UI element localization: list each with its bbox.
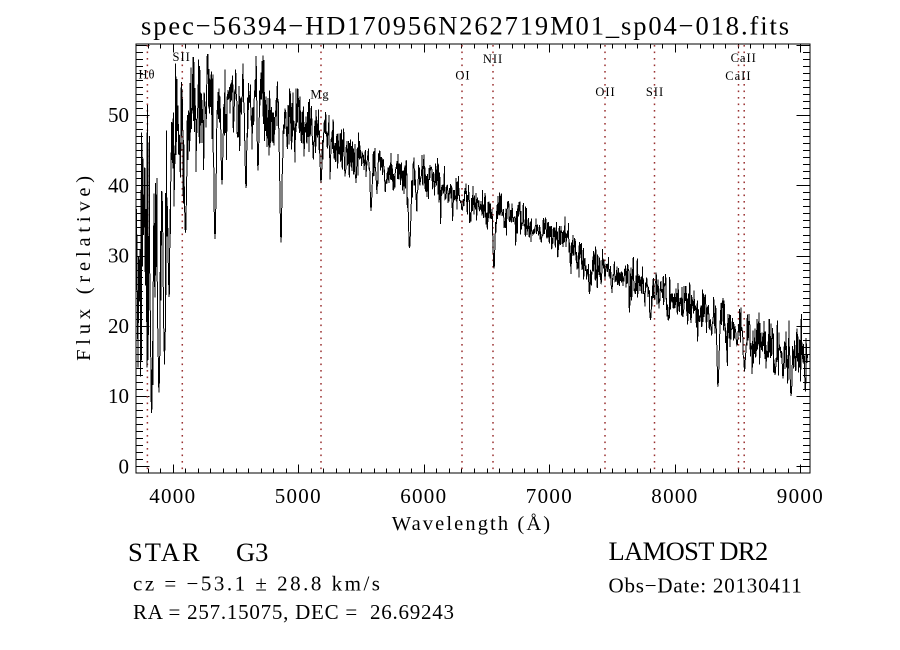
- svg-text:50: 50: [108, 103, 129, 127]
- svg-text:Obs−Date: 20130411: Obs−Date: 20130411: [609, 574, 803, 598]
- svg-text:SII: SII: [646, 85, 664, 99]
- svg-text:SII: SII: [173, 50, 191, 64]
- svg-text:CaII: CaII: [725, 69, 751, 83]
- svg-text:5000: 5000: [275, 484, 322, 508]
- svg-text:spec−56394−HD170956N262719M01_: spec−56394−HD170956N262719M01_sp04−018.f…: [141, 11, 791, 41]
- svg-text:Hθ: Hθ: [138, 68, 155, 82]
- svg-text:NII: NII: [483, 52, 503, 66]
- svg-text:7000: 7000: [526, 484, 573, 508]
- svg-text:cz = −53.1 ± 28.8 km/s: cz = −53.1 ± 28.8 km/s: [133, 572, 382, 596]
- svg-text:20: 20: [108, 314, 129, 338]
- svg-text:STAR: STAR: [128, 537, 202, 567]
- svg-text:0: 0: [119, 455, 130, 479]
- svg-text:8000: 8000: [651, 484, 698, 508]
- svg-text:CaII: CaII: [731, 51, 757, 65]
- svg-text:Flux (relative): Flux (relative): [73, 171, 95, 361]
- svg-text:G3: G3: [236, 537, 268, 567]
- svg-text:9000: 9000: [777, 484, 824, 508]
- svg-text:Mg: Mg: [310, 88, 329, 102]
- svg-text:OII: OII: [595, 85, 615, 99]
- svg-text:4000: 4000: [149, 484, 196, 508]
- svg-text:OI: OI: [455, 69, 470, 83]
- svg-text:6000: 6000: [400, 484, 447, 508]
- svg-text:30: 30: [108, 244, 129, 268]
- svg-text:LAMOST DR2: LAMOST DR2: [609, 536, 768, 566]
- svg-text:10: 10: [108, 384, 129, 408]
- svg-text:RA = 257.15075, DEC = 26.6924: RA = 257.15075, DEC = 26.69243: [133, 600, 455, 624]
- svg-text:40: 40: [108, 173, 129, 197]
- svg-text:Wavelength (Å): Wavelength (Å): [392, 513, 552, 535]
